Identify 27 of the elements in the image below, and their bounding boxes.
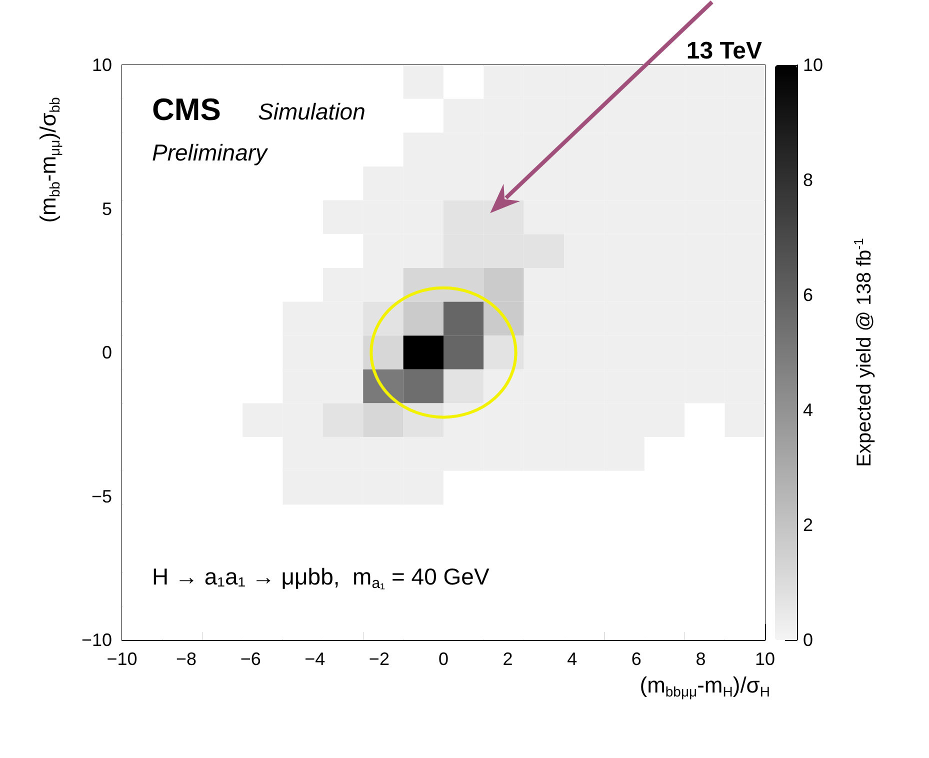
y-tick-label: 5 — [102, 198, 112, 219]
y-tick-label: −5 — [91, 486, 112, 506]
color-bar-label: 2 — [803, 515, 814, 535]
x-tick-label: 4 — [567, 649, 578, 669]
x-tick-label: −2 — [368, 649, 390, 669]
x-tick-label: 0 — [438, 649, 449, 669]
x-tick-label: 2 — [502, 649, 513, 669]
color-bar-title: Expected yield @ 138 fb-1 — [851, 238, 876, 467]
x-tick-label: −4 — [304, 649, 326, 669]
x-tick-label: 8 — [696, 649, 706, 669]
annotation: CMS — [152, 92, 221, 127]
color-bar-label: 6 — [803, 285, 814, 305]
y-axis-title: (mbb-mμμ)/σbb — [36, 96, 62, 223]
x-tick-label: 6 — [631, 649, 642, 669]
color-bar-label: 8 — [803, 170, 814, 190]
y-tick-label: −10 — [81, 630, 112, 650]
x-tick-label: 10 — [754, 649, 776, 669]
annotation: Simulation — [258, 98, 366, 124]
color-bar-label: 4 — [803, 400, 814, 420]
x-tick-label: −8 — [176, 649, 197, 669]
x-tick-label: −6 — [240, 649, 261, 669]
color-bar-label: 0 — [803, 630, 814, 650]
color-bar-label: 10 — [803, 55, 824, 75]
y-tick-label: 10 — [92, 55, 112, 75]
y-tick-label: 0 — [102, 342, 112, 362]
chart-title: 13 TeV — [686, 38, 762, 64]
annotation: Preliminary — [152, 140, 269, 166]
